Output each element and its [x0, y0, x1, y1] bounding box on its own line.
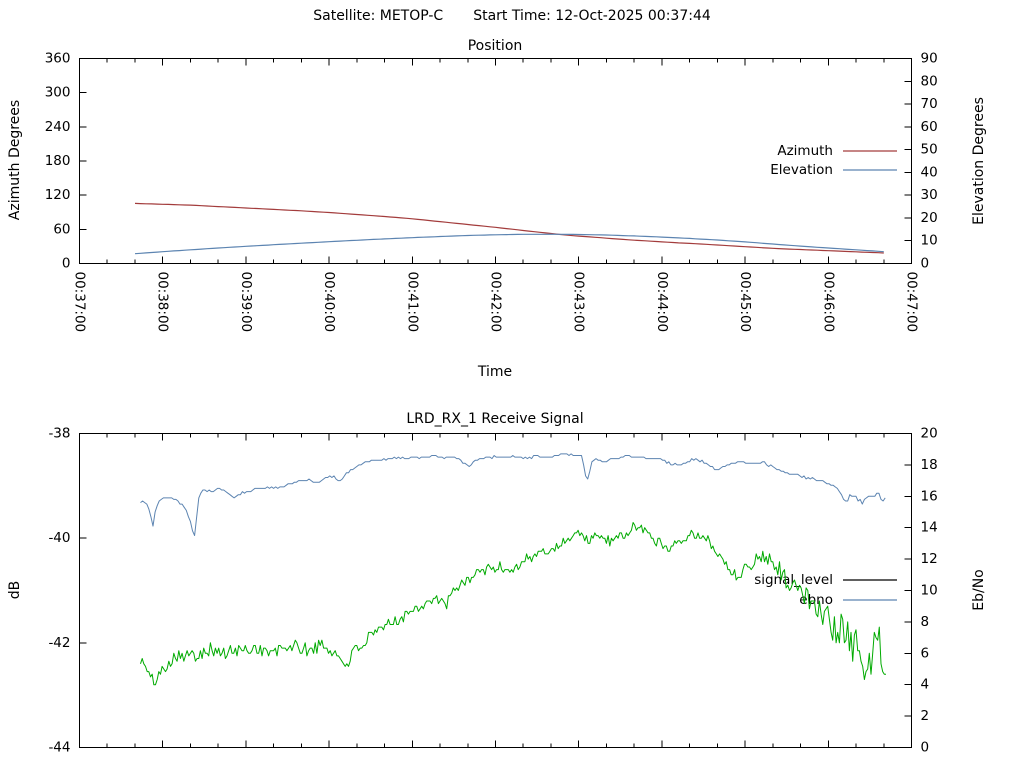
x-tick-label: 00:40:00: [321, 272, 337, 333]
plot-frame: [79, 58, 912, 264]
position-chart-title: Position: [467, 38, 523, 54]
y-left-tick-label: 0: [62, 256, 71, 272]
legend-label: signal_level: [754, 572, 833, 588]
y-right-tick-label: 16: [921, 488, 938, 504]
header: Satellite: METOP-C Start Time: 12-Oct-20…: [0, 8, 1024, 24]
series-elevation: [134, 233, 884, 255]
x-tick-label: 00:47:00: [904, 272, 920, 333]
x-tick-label: 00:44:00: [654, 272, 670, 333]
receive-signal-chart: -44 -42 -40 -38 0 2 4 6 8 10 12 14 16 18 20 signal_leve…: [48, 426, 937, 756]
y-left-tick-label: -44: [48, 740, 70, 756]
y-right-tick-label: 80: [921, 73, 938, 89]
y-right-tick-label: 20: [921, 426, 938, 442]
y-right-tick-label: 30: [921, 187, 938, 203]
y-right-tick-label: 4: [921, 677, 930, 693]
x-tick-label: 00:41:00: [404, 272, 420, 333]
y-right-tick-label: 70: [921, 96, 938, 112]
series-signal_level: [140, 522, 886, 686]
y-right-tick-label: 12: [921, 551, 938, 567]
legend-label: Azimuth: [777, 143, 833, 159]
y-right-tick-label: 50: [921, 142, 938, 158]
x-tick-label: 00:45:00: [737, 272, 753, 333]
y-left-tick-label: -42: [48, 635, 70, 651]
y-right-tick-label: 8: [921, 614, 930, 630]
series-ebno: [140, 453, 886, 536]
y-right-tick-label: 6: [921, 645, 930, 661]
legend-label: ebno: [799, 592, 833, 608]
y-left-tick-label: -40: [48, 530, 70, 546]
y-left-tick-label: 240: [45, 119, 71, 135]
x-tick-label: 00:37:00: [72, 272, 88, 333]
x-tick-label: 00:43:00: [571, 272, 587, 333]
y-right-tick-label: 0: [921, 740, 930, 756]
plot-frame: [79, 433, 912, 748]
position-chart: 00:37:00 00:38:00 00:39:00 00:40:00 00:41:00…: [45, 51, 938, 333]
y-left-tick-label: -38: [48, 426, 70, 442]
x-tick-label: 00:46:00: [820, 272, 836, 333]
y-right-tick-label: 0: [921, 256, 930, 272]
y-left-tick-label: 360: [45, 51, 71, 67]
legend-label: Elevation: [770, 162, 833, 178]
satellite-label: Satellite: METOP-C: [313, 8, 444, 24]
y-right-tick-label: 18: [921, 457, 938, 473]
x-tick-label: 00:39:00: [238, 272, 254, 333]
y-right-tick-label: 2: [921, 708, 930, 724]
y-right-tick-label: 14: [921, 520, 938, 536]
y-right-tick-label: 20: [921, 210, 938, 226]
time-axis-label: Time: [477, 364, 513, 380]
y-left-tick-label: 300: [45, 85, 71, 101]
x-tick-label: 00:38:00: [155, 272, 171, 333]
y-right-tick-label: 40: [921, 164, 938, 180]
y-right-tick-label: 90: [921, 51, 938, 67]
receive-signal-chart-title: LRD_RX_1 Receive Signal: [406, 411, 584, 427]
x-tick-label: 00:42:00: [488, 272, 504, 333]
y-left-tick-label: 120: [45, 187, 71, 203]
y-right-tick-label: 60: [921, 119, 938, 135]
y-right-tick-label: 10: [921, 583, 938, 599]
start-time-label: Start Time: 12-Oct-2025 00:37:44: [473, 8, 711, 24]
y-left-tick-label: 60: [53, 221, 70, 237]
series-azimuth: [134, 202, 884, 254]
y-right-tick-label: 10: [921, 233, 938, 249]
y-left-tick-label: 180: [45, 153, 71, 169]
